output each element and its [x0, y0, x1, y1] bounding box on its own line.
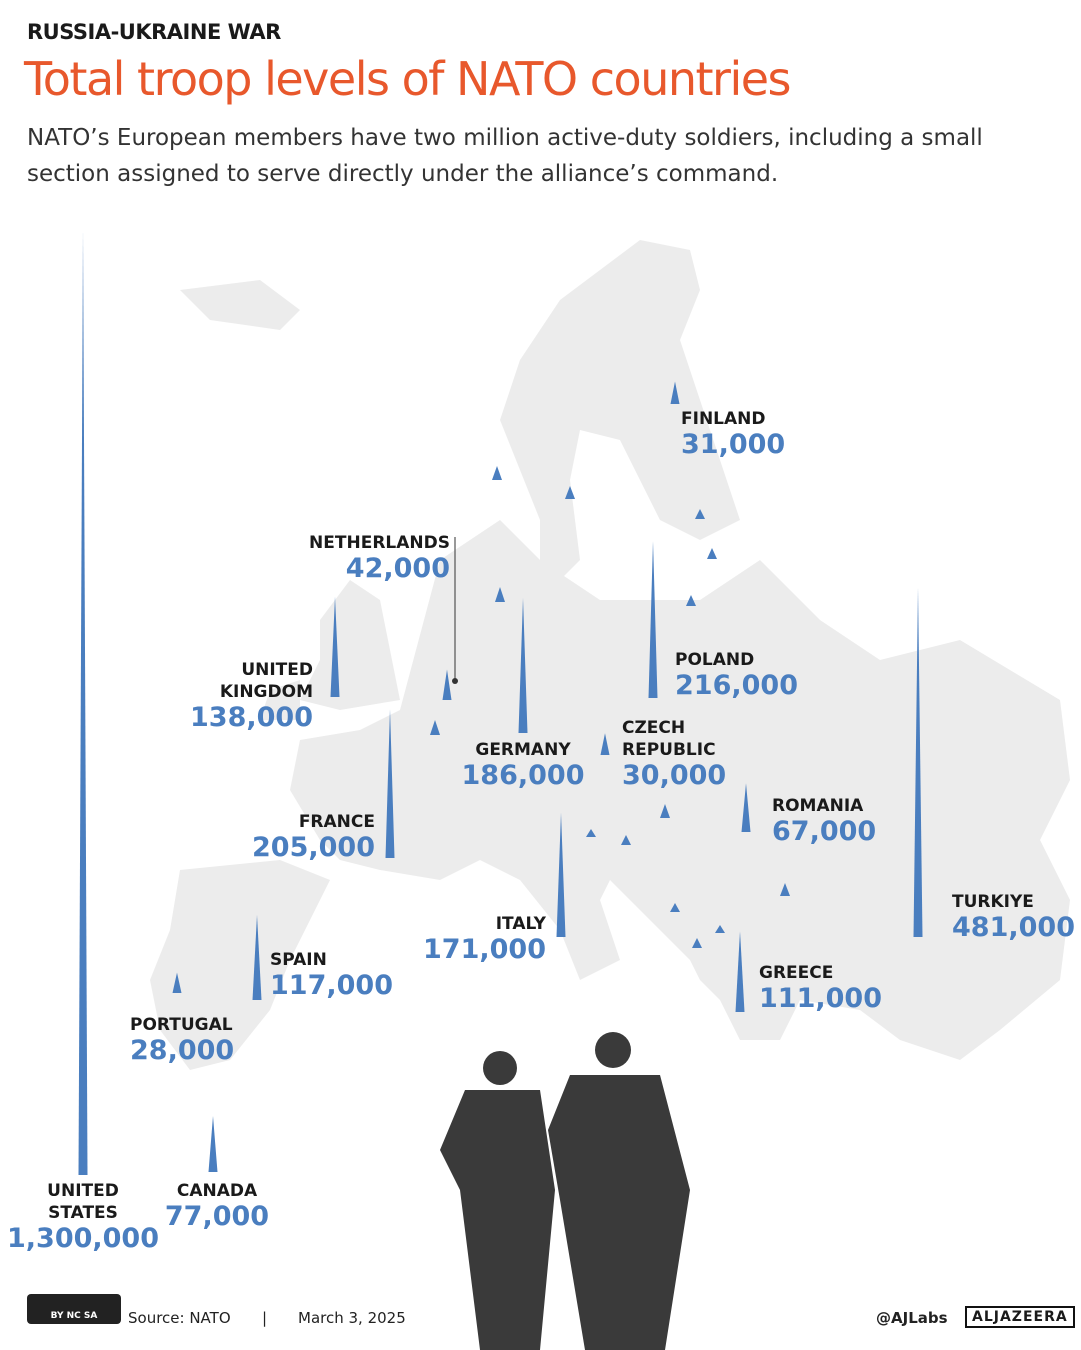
country-name: CZECH REPUBLIC	[622, 718, 716, 760]
country-label: FRANCE 205,000	[252, 811, 375, 863]
spike	[741, 783, 751, 832]
soldiers-silhouette	[440, 1032, 690, 1350]
value-label: 111,000	[759, 983, 882, 1014]
country-name: ITALY	[495, 914, 546, 934]
country-name: POLAND	[675, 650, 755, 670]
country-name: CANADA	[176, 1181, 258, 1201]
country-label: POLAND 216,000	[675, 649, 798, 701]
spike	[442, 669, 452, 700]
minor-spikes	[430, 466, 790, 948]
kicker: RUSSIA-UKRAINE WAR	[27, 20, 281, 44]
country-label: GREECE 111,000	[759, 962, 882, 1014]
spike	[670, 381, 680, 404]
spike	[735, 931, 745, 1012]
country-name: ROMANIA	[772, 796, 864, 816]
value-label: 138,000	[190, 702, 313, 733]
country-label: UNITED STATES 1,300,000	[7, 1180, 159, 1254]
country-label: CZECH REPUBLIC 30,000	[622, 717, 732, 791]
country-label: ITALY 171,000	[423, 913, 546, 965]
spike	[600, 733, 610, 755]
value-label: 42,000	[345, 553, 450, 584]
spike	[330, 596, 340, 697]
spike	[648, 540, 658, 698]
spike	[208, 1116, 218, 1172]
value-label: 77,000	[164, 1201, 270, 1232]
country-name: PORTUGAL	[130, 1015, 233, 1035]
country-name: FRANCE	[298, 812, 375, 832]
spike	[78, 229, 88, 1175]
value-label: 117,000	[270, 970, 393, 1001]
country-label: ROMANIA 67,000	[772, 795, 892, 847]
value-label: 171,000	[423, 934, 546, 965]
value-label: 205,000	[252, 832, 375, 863]
spike	[172, 972, 182, 993]
country-name: SPAIN	[270, 950, 327, 970]
spike	[556, 812, 566, 937]
country-label: NETHERLANDS 42,000	[280, 532, 450, 584]
country-name: FINLAND	[681, 409, 766, 429]
spike	[385, 708, 395, 858]
spike	[913, 587, 923, 937]
value-label: 216,000	[675, 670, 798, 701]
spike	[252, 914, 262, 1000]
country-label: SPAIN 117,000	[270, 949, 393, 1001]
value-label: 31,000	[681, 429, 786, 460]
country-name: GERMANY	[475, 740, 571, 760]
spike	[518, 597, 528, 733]
leader-dot	[452, 678, 458, 684]
europe-landmass	[150, 240, 1070, 1070]
country-label: UNITED KINGDOM 138,000	[190, 659, 313, 733]
value-label: 186,000	[461, 760, 585, 791]
value-label: 30,000	[622, 760, 727, 791]
country-label: TURKIYE 481,000	[952, 891, 1075, 943]
country-name: UNITED STATES	[47, 1181, 119, 1223]
source: Source: NATO	[128, 1309, 231, 1327]
logo: ALJAZEERA	[965, 1306, 1075, 1328]
country-label: PORTUGAL 28,000	[130, 1014, 270, 1066]
title: Total troop levels of NATO countries	[24, 52, 792, 106]
country-name: GREECE	[759, 963, 834, 983]
date: March 3, 2025	[298, 1309, 406, 1327]
subtitle: NATO’s European members have two million…	[27, 125, 983, 187]
value-label: 28,000	[130, 1035, 235, 1066]
value-label: 481,000	[952, 912, 1075, 943]
country-name: TURKIYE	[952, 892, 1034, 912]
value-label: 1,300,000	[6, 1223, 160, 1254]
country-label: CANADA 77,000	[157, 1180, 277, 1232]
separator: |	[262, 1309, 268, 1327]
value-label: 67,000	[772, 816, 877, 847]
country-name: NETHERLANDS	[309, 533, 450, 553]
country-label: GERMANY 186,000	[458, 739, 588, 791]
license-badge: BY NC SA	[27, 1294, 121, 1324]
handle: @AJLabs	[876, 1309, 948, 1327]
country-label: FINLAND 31,000	[681, 408, 801, 460]
country-name: UNITED KINGDOM	[219, 660, 313, 702]
